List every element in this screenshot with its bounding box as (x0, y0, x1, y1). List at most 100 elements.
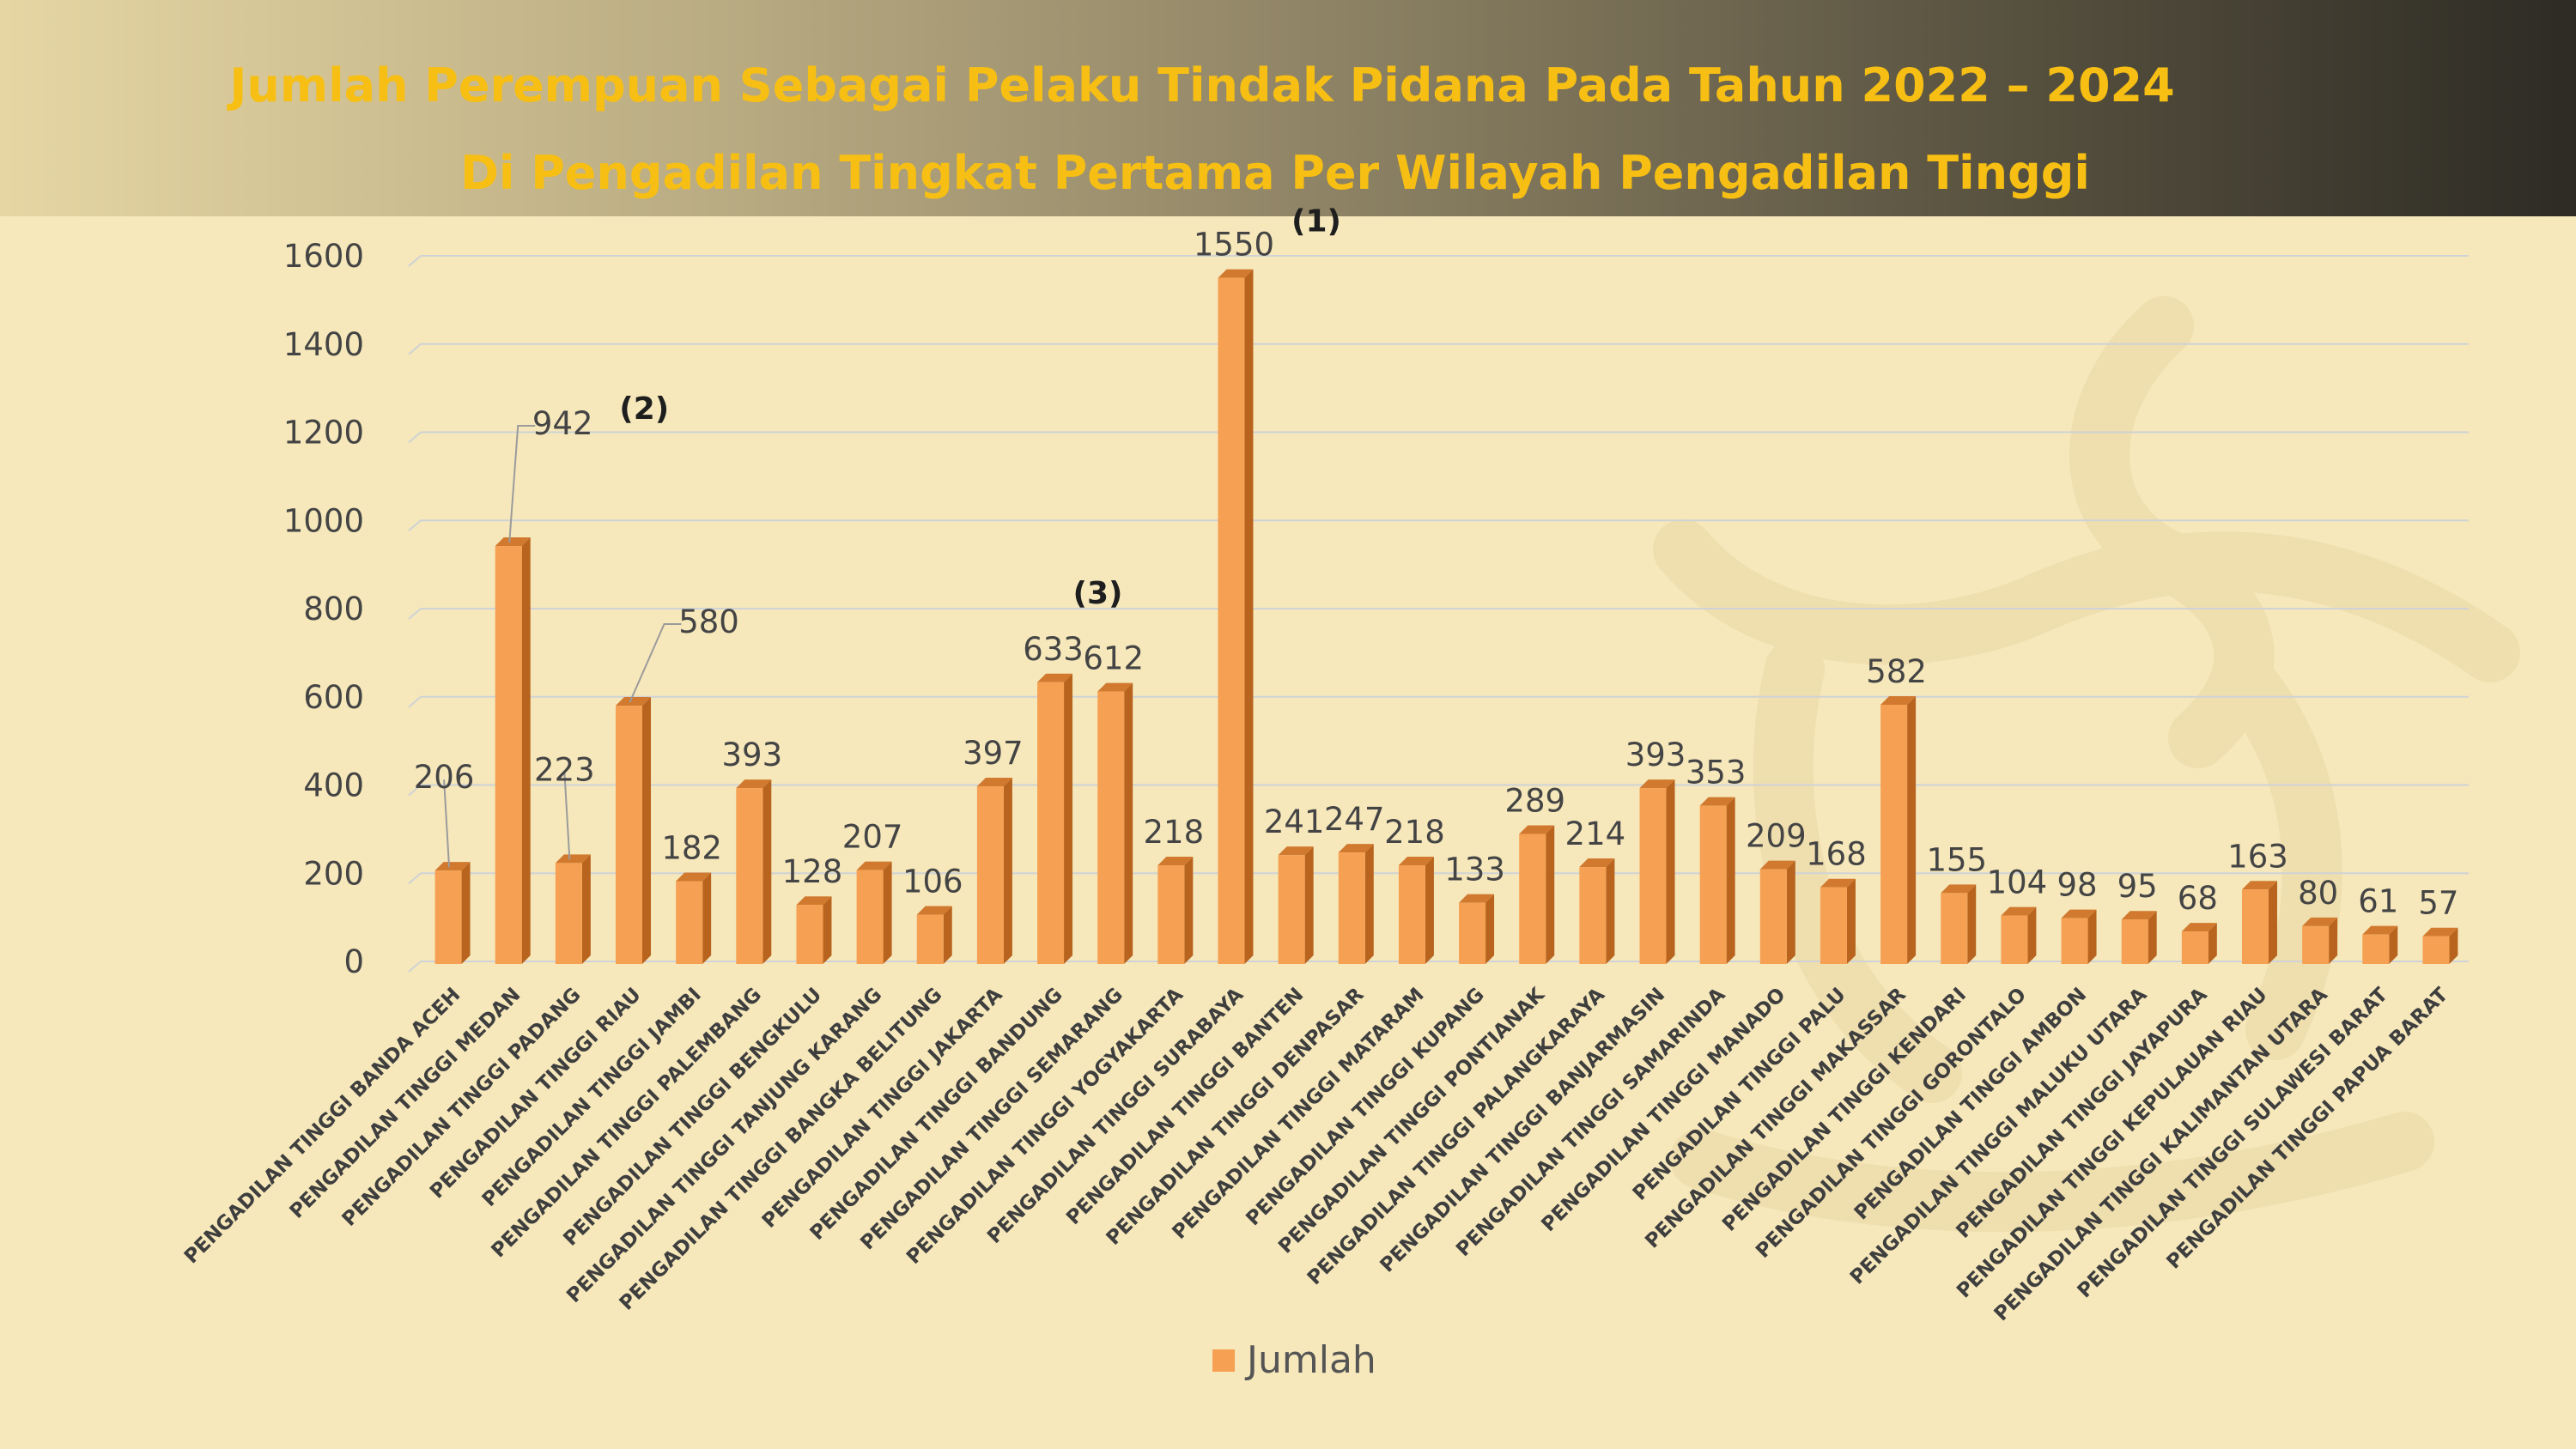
bar-top (2001, 906, 2037, 916)
bar (1941, 893, 1968, 964)
bar-side (2329, 917, 2338, 964)
bar (1398, 865, 1425, 964)
bar-value-label: 289 (1504, 783, 1565, 820)
bar (1579, 867, 1607, 964)
bar-top (616, 697, 652, 706)
bar (2121, 919, 2148, 964)
bar-side (1786, 860, 1795, 964)
y-tick-label: 600 (303, 679, 364, 716)
bar-side (762, 779, 772, 964)
category-label: PENGADILAN TINGGI YOGYAKARTA (902, 984, 1188, 1269)
bar-value-label: 247 (1324, 801, 1385, 838)
bar-side (1726, 797, 1735, 964)
bar-side (1846, 878, 1856, 964)
bar-top (1218, 269, 1254, 278)
bar-top (2241, 881, 2277, 890)
bar-side (1967, 884, 1977, 964)
bar-side (1003, 778, 1012, 964)
bar (1037, 682, 1065, 964)
bar (2422, 936, 2450, 964)
bar-top (1459, 894, 1495, 903)
chart-title-line-1: Jumlah Perempuan Sebagai Pelaku Tindak P… (229, 58, 2175, 112)
bar-top (1759, 860, 1795, 870)
bar (676, 881, 703, 964)
bar (555, 863, 582, 964)
bar-side (581, 854, 591, 964)
bar-side (1666, 779, 1675, 964)
bar-side (2389, 925, 2398, 964)
bar-side (943, 906, 952, 964)
bar-value-label: 582 (1866, 653, 1927, 690)
bar-top (1699, 797, 1735, 806)
bar-value-label: 106 (902, 864, 963, 900)
bar (736, 788, 763, 964)
bar-value-label: 168 (1806, 836, 1867, 873)
bar-top (2121, 911, 2157, 920)
bar (1338, 852, 1365, 964)
bar-side (2087, 909, 2097, 964)
title-banner (0, 0, 2576, 216)
bar-top (1278, 846, 1314, 856)
bar-top (916, 906, 952, 915)
bar-value-label: 57 (2418, 885, 2458, 922)
bar-top (1941, 884, 1977, 894)
bar (1459, 902, 1486, 964)
bar (1639, 788, 1667, 964)
bar-value-label: 128 (782, 853, 843, 890)
gridline-depth (408, 961, 422, 973)
bar-top (676, 872, 712, 882)
rank-annotation: (2) (619, 391, 669, 427)
bar (1880, 704, 1908, 964)
label-leader-line (443, 779, 451, 868)
bar-value-label: 163 (2227, 838, 2288, 875)
bar-top (555, 854, 591, 864)
bar-top (2422, 927, 2458, 937)
bar-side (1606, 858, 1615, 964)
bar-value-label: 95 (2117, 868, 2158, 905)
bar-side (461, 862, 471, 964)
bar-value-label: 133 (1444, 852, 1505, 888)
bar (1759, 869, 1787, 964)
bar-top (1037, 673, 1073, 682)
bar-top (736, 779, 772, 789)
label-leader-line (629, 623, 682, 703)
gridline-depth (408, 695, 422, 708)
bar-side (2208, 923, 2217, 964)
bar-top (2362, 925, 2398, 935)
bar-side (1485, 894, 1495, 964)
bar-value-label: 207 (842, 819, 903, 856)
bar-value-label: 393 (721, 737, 782, 773)
bar-top (1880, 695, 1917, 705)
bar-value-label: 104 (1987, 864, 2048, 901)
bar-side (2449, 927, 2458, 964)
bar-value-label: 209 (1746, 818, 1807, 855)
bar-top (1157, 857, 1194, 866)
y-tick-label: 200 (303, 855, 364, 892)
bar-side (2027, 906, 2037, 964)
bar (796, 905, 823, 964)
gridline-depth (408, 519, 422, 532)
bar-value-label: 393 (1625, 737, 1686, 773)
y-tick-label: 1200 (283, 415, 364, 452)
bar-side (883, 861, 892, 964)
y-tick-label: 1600 (283, 238, 364, 275)
gridline-depth (408, 784, 422, 797)
bar-side (1244, 269, 1254, 964)
bar (1278, 855, 1305, 964)
bar-side (1304, 846, 1314, 964)
rank-annotation: (3) (1073, 576, 1123, 611)
bar-side (1364, 844, 1374, 964)
bar-value-label: 580 (678, 603, 739, 640)
emblem-watermark (1653, 296, 2520, 1233)
label-leader-line (508, 425, 536, 543)
label-leader-line (563, 772, 571, 860)
bar-side (642, 697, 652, 964)
y-tick-label: 400 (303, 767, 364, 804)
legend-swatch (1212, 1349, 1235, 1372)
legend-label: Jumlah (1244, 1338, 1376, 1382)
gridline-depth (408, 343, 422, 355)
bar-top (1519, 825, 1555, 834)
bar-top (976, 778, 1012, 787)
